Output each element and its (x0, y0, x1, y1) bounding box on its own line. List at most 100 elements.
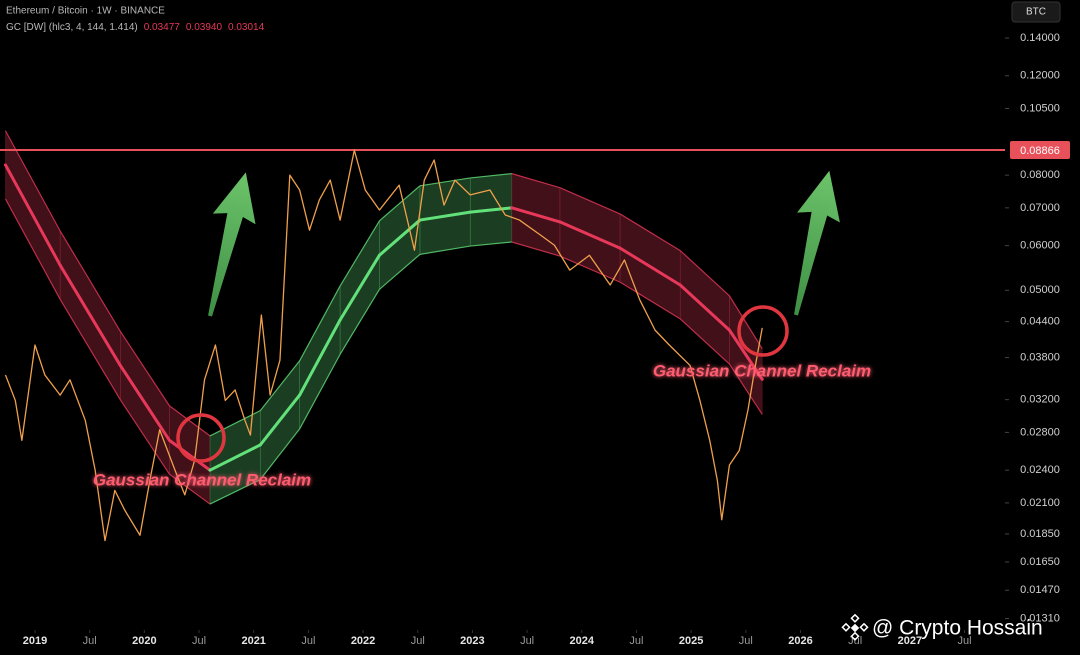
highlight-circle (737, 305, 789, 357)
x-tick-label: 2025 (679, 635, 703, 647)
channel-mid (58, 263, 122, 367)
channel-mid (618, 246, 682, 287)
y-tick-label: 0.01310 (1020, 612, 1060, 624)
x-tick-label: Jul (629, 635, 643, 647)
channel-mid (118, 363, 172, 442)
up-arrow (794, 170, 840, 316)
channel-mid (510, 206, 562, 224)
channel-layer (3, 130, 764, 505)
channel-edge (4, 198, 61, 300)
channel-edge (4, 130, 61, 232)
channel-edge (559, 187, 621, 215)
channel-edge (619, 213, 681, 252)
channel-edge (299, 354, 341, 430)
channel-edge (259, 428, 301, 480)
channel-edge (470, 241, 512, 247)
channel-edge (679, 250, 730, 297)
y-tick-label: 0.08000 (1020, 169, 1060, 181)
annotation: Gaussian Channel Reclaim (93, 470, 311, 489)
x-tick-label: Jul (520, 635, 534, 647)
channel-mid (338, 253, 381, 322)
x-tick-label: 2023 (460, 635, 484, 647)
y-tick-label: 0.05000 (1020, 284, 1060, 296)
indicator-value: 0.03940 (186, 22, 223, 33)
channel-mid (727, 328, 764, 381)
channel-edge (379, 185, 421, 222)
channel-edge (339, 289, 380, 355)
channel-mid (418, 210, 472, 222)
y-tick-label: 0.01850 (1020, 528, 1060, 540)
y-tick-label: 0.04400 (1020, 316, 1060, 328)
annotation: Gaussian Channel Reclaim (653, 361, 871, 380)
y-tick-label: 0.03800 (1020, 351, 1060, 363)
x-tick-label: Jul (848, 635, 862, 647)
y-tick-label: 0.12000 (1020, 70, 1060, 82)
channel-mid (3, 163, 62, 267)
x-tick-label: 2026 (788, 635, 812, 647)
channel-edge (728, 295, 763, 350)
x-tick-label: 2020 (132, 635, 156, 647)
x-tick-label: 2024 (570, 635, 595, 647)
channel-mid (298, 318, 342, 397)
channel-mid (468, 206, 514, 214)
channel-edge (379, 253, 421, 290)
channel-edge (119, 330, 171, 407)
channel-edge (169, 473, 211, 505)
indicator-name: GC [DW] (hlc3, 4, 144, 1.414) (6, 22, 138, 33)
y-tick-label: 0.01650 (1020, 556, 1060, 568)
channel-edge (679, 318, 730, 365)
currency-box (1011, 1, 1061, 23)
channel-edge (299, 285, 341, 362)
price-layer (0, 148, 1005, 542)
y-tick-label: 0.02100 (1020, 497, 1060, 509)
y-tick-label: 0.10500 (1020, 102, 1060, 114)
channel-edge (511, 173, 561, 189)
indicator-value: 0.03014 (228, 22, 265, 33)
channel-edge (169, 405, 211, 437)
highlight-circle (176, 413, 226, 463)
y-tick-label: 0.01470 (1020, 584, 1060, 596)
channel-edge (339, 220, 380, 287)
channel-mid (208, 443, 262, 472)
x-tick-label: Jul (958, 635, 972, 647)
channel-edge (619, 281, 681, 320)
chart-title: Ethereum / Bitcoin · 1W · BINANCE (6, 6, 165, 17)
y-tick-label: 0.07000 (1020, 202, 1060, 214)
channel-mid (377, 218, 422, 257)
x-tick-label: Jul (83, 635, 97, 647)
channel-edge (728, 363, 763, 415)
level-badge (1010, 140, 1070, 159)
x-tick-label: Jul (739, 635, 753, 647)
channel-edge (59, 298, 121, 400)
channel-mid (168, 438, 212, 472)
x-tick-label: Jul (192, 635, 206, 647)
up-arrow (208, 172, 256, 317)
channel-edge (119, 399, 171, 475)
channel-edge (511, 241, 561, 257)
y-tick-label: 0.14000 (1020, 32, 1060, 44)
currency: BTC (1026, 7, 1046, 18)
watermark: @ Crypto Hossain (872, 617, 1043, 640)
channel-mid (258, 393, 302, 447)
channel-mid (558, 220, 622, 250)
x-tick-label: 2019 (23, 635, 47, 647)
price-line (4, 149, 763, 542)
y-tick-label: 0.02800 (1020, 426, 1060, 438)
channel-edge (470, 173, 512, 179)
channel-mid (678, 283, 731, 332)
indicator-value: 0.03477 (144, 22, 181, 33)
x-tick-label: Jul (301, 635, 315, 647)
channel-edge (559, 255, 621, 283)
y-tick-label: 0.03200 (1020, 394, 1060, 406)
channel-edge (419, 245, 471, 255)
x-tick-label: 2027 (898, 635, 922, 647)
y-tick-label: 0.06000 (1020, 240, 1060, 252)
channel-edge (419, 177, 471, 187)
y-tick-label: 0.02400 (1020, 464, 1060, 476)
axes-layer: 0.08866 0.14000 0.12000 0.10500 0.08000 0.070… (6, 22, 1070, 647)
level-label: 0.08866 (1020, 145, 1060, 157)
x-tick-label: 2022 (351, 635, 375, 647)
x-tick-label: 2021 (241, 635, 265, 647)
